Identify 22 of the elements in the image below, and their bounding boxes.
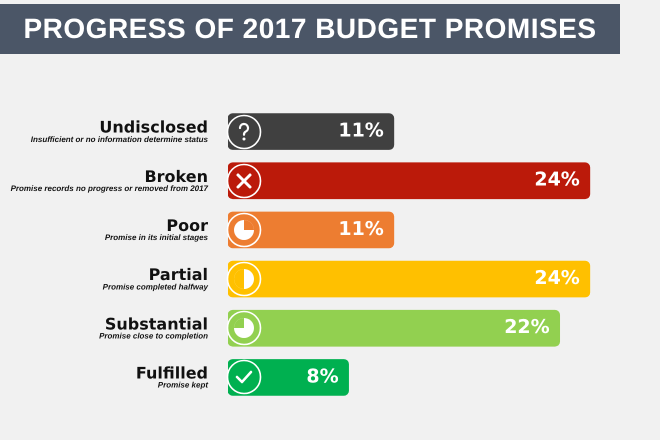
bar [228, 162, 590, 200]
text: Insufficient or no information determine status [30, 134, 209, 144]
data-label: 11% [338, 218, 384, 240]
data-label: 22% [504, 316, 550, 338]
y-tick-label: Substantial [104, 314, 208, 334]
y-tick-label: Fulfilled [136, 363, 208, 382]
text: Promise close to completion [99, 331, 208, 340]
text: Promise completed halfway [102, 282, 209, 292]
bar [228, 310, 560, 347]
text: Promise kept [158, 380, 208, 390]
y-tick-label: Broken [144, 166, 208, 186]
y-tick-label: Undisclosed [99, 118, 208, 137]
y-tick-label: Poor [166, 216, 208, 235]
data-label: 24% [534, 168, 580, 191]
y-tick-label: Partial [148, 265, 208, 284]
bar [228, 260, 590, 298]
data-label: 11% [338, 120, 384, 142]
data-label: 24% [534, 267, 580, 290]
chart-title: PROGRESS OF 2017 BUDGET PROMISES [0, 4, 620, 54]
data-label: 8% [306, 365, 339, 388]
text: Promise in its initial stages [104, 233, 209, 242]
text: Promise records no progress or removed from 2017 [10, 184, 209, 193]
